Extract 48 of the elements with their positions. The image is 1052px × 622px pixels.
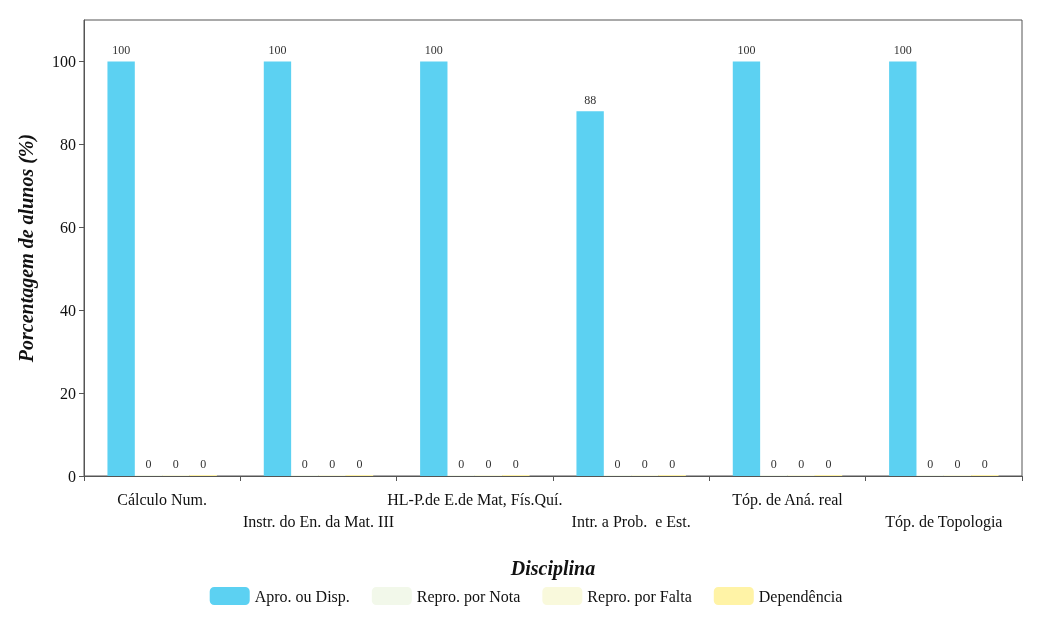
data-label: 100 [268, 43, 287, 58]
y-axis-title: Porcentagem de alunos (%) [15, 133, 38, 364]
bar [420, 61, 448, 476]
data-label: 0 [927, 457, 934, 471]
bar [889, 61, 917, 476]
x-axis-title: Disciplina [509, 557, 596, 580]
data-label: 0 [329, 457, 336, 471]
x-tick-label: Tóp. de Topologia [885, 512, 1003, 531]
data-label: 0 [798, 457, 805, 471]
data-label: 0 [614, 457, 621, 471]
y-tick-label: 100 [52, 52, 76, 70]
data-label: 0 [512, 457, 519, 471]
bar [576, 111, 604, 476]
y-tick-label: 0 [68, 467, 76, 485]
data-label: 100 [737, 43, 756, 58]
bar [732, 61, 761, 476]
bar [263, 61, 292, 476]
data-label: 0 [981, 457, 988, 471]
y-tick-label: 40 [60, 301, 76, 319]
data-label: 100 [893, 43, 912, 58]
data-label: 0 [485, 457, 492, 471]
x-tick-label: Instr. do En. da Mat. III [242, 512, 395, 530]
data-label: 100 [424, 43, 443, 58]
data-label: 0 [145, 457, 152, 471]
y-tick-label: 20 [60, 384, 76, 402]
legend-label: Dependência [758, 587, 843, 606]
y-tick-label: 60 [60, 218, 76, 236]
data-label: 0 [301, 457, 308, 471]
x-tick-label: Cálculo Num. [117, 490, 208, 508]
legend-label: Repro. por Falta [587, 587, 692, 606]
data-label: 0 [770, 457, 777, 471]
bar [107, 61, 135, 476]
x-tick-label: HL-P.de E.de Mat, Fís.Quí. [387, 490, 563, 508]
data-label: 0 [641, 457, 648, 471]
x-tick-label: Intr. a Prob. e Est. [571, 512, 691, 530]
data-label: 0 [172, 457, 179, 471]
y-tick-label: 80 [60, 135, 76, 153]
data-label: 88 [584, 93, 597, 108]
data-label: 0 [458, 457, 465, 471]
legend-label: Apro. ou Disp. [254, 587, 350, 606]
data-label: 0 [356, 457, 363, 471]
legend-label: Repro. por Nota [416, 587, 521, 606]
data-label: 0 [954, 457, 961, 471]
data-label: 0 [825, 457, 832, 471]
x-tick-label: Tóp. de Aná. real [732, 490, 844, 509]
data-label: 0 [669, 457, 676, 471]
data-label: 100 [112, 43, 131, 58]
data-label: 0 [200, 457, 207, 471]
